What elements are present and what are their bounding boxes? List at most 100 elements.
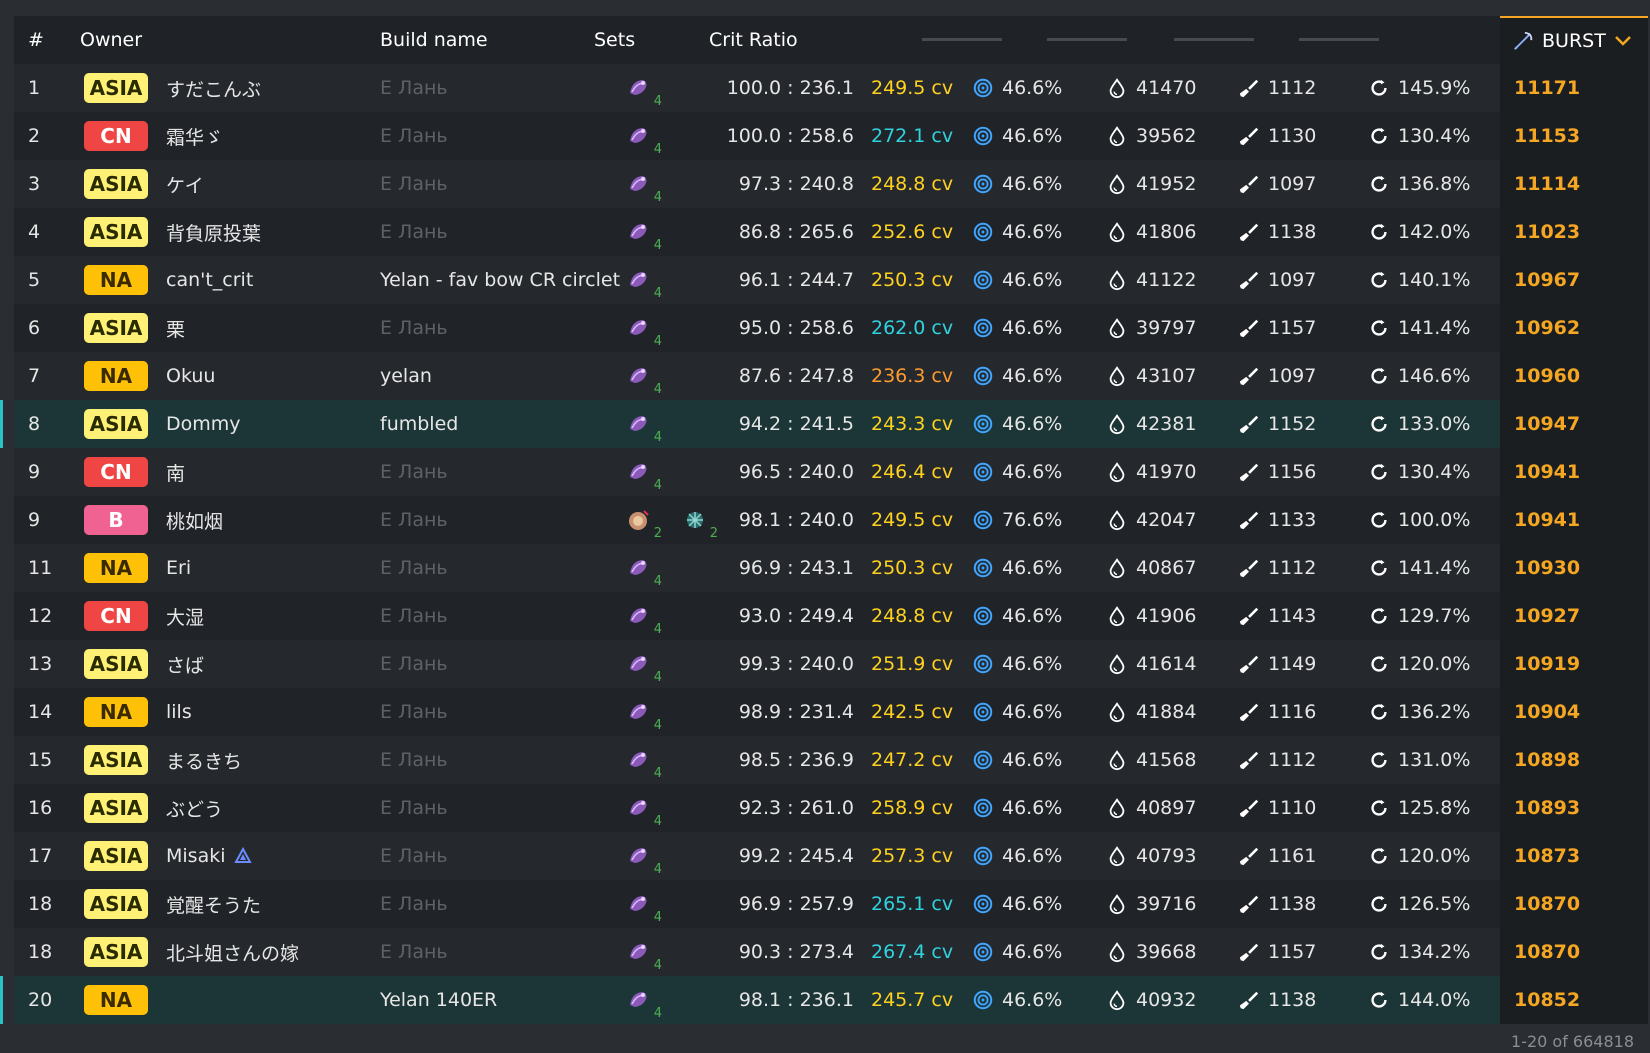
build-name[interactable]: Е Лань <box>380 557 448 579</box>
header-column-placeholder[interactable] <box>1299 38 1379 41</box>
artifact-set-icon[interactable]: 4 <box>626 603 662 637</box>
build-name[interactable]: Е Лань <box>380 941 448 963</box>
artifact-set-icon[interactable]: 4 <box>626 987 662 1021</box>
artifact-set-icon[interactable]: 2 <box>626 507 662 541</box>
artifact-set-icon[interactable]: 4 <box>626 459 662 493</box>
build-name[interactable]: Е Лань <box>380 749 448 771</box>
table-row[interactable]: 12 CN 大湿 Е Лань 4 93.0 : 249.4 248.8 cv 46.6% 41… <box>14 592 1648 640</box>
table-row[interactable]: 17 ASIA Misaki Е Лань 4 99.2 : 245.4 257.3 cv 4… <box>14 832 1648 880</box>
build-name[interactable]: Е Лань <box>380 893 448 915</box>
owner-name-cell[interactable]: Dommy <box>166 400 241 448</box>
owner-name-cell[interactable]: まるきち <box>166 736 242 784</box>
build-name[interactable]: Е Лань <box>380 461 448 483</box>
owner-name[interactable]: 南 <box>166 462 186 485</box>
build-name[interactable]: Е Лань <box>380 125 448 147</box>
build-name[interactable]: Е Лань <box>380 317 448 339</box>
owner-name-cell[interactable]: 北斗姐さんの嫁 <box>166 928 299 976</box>
owner-name-cell[interactable]: 霜华ゞ <box>166 112 223 160</box>
owner-name-cell[interactable]: 覚醒そうた <box>166 880 261 928</box>
table-row[interactable]: 9 CN 南 Е Лань 4 96.5 : 240.0 246.4 cv 46.6% 4197… <box>14 448 1648 496</box>
build-name[interactable]: Yelan - fav bow CR circlet <box>380 269 621 291</box>
burst-sort-header[interactable]: BURST <box>1500 16 1648 64</box>
artifact-set-icon[interactable]: 4 <box>626 939 662 973</box>
table-row[interactable]: 13 ASIA さば Е Лань 4 99.3 : 240.0 251.9 cv 46.6%… <box>14 640 1648 688</box>
owner-name[interactable]: 栗 <box>166 318 186 341</box>
owner-name[interactable]: さば <box>166 654 205 677</box>
owner-name-cell[interactable]: 栗 <box>166 304 185 352</box>
header-column-placeholder[interactable] <box>922 38 1002 41</box>
owner-name-cell[interactable]: lils <box>166 688 192 736</box>
build-name[interactable]: yelan <box>380 365 432 387</box>
table-row[interactable]: 14 NA lils Е Лань 4 98.9 : 231.4 242.5 cv 46.6%… <box>14 688 1648 736</box>
owner-name-cell[interactable]: Eri <box>166 544 191 592</box>
table-row[interactable]: 8 ASIA Dommy fumbled 4 94.2 : 241.5 243.3 cv 46… <box>0 400 1648 448</box>
build-name[interactable]: Е Лань <box>380 77 448 99</box>
artifact-set-icon[interactable]: 4 <box>626 699 662 733</box>
table-row[interactable]: 18 ASIA 覚醒そうた Е Лань 4 96.9 : 257.9 265.1 cv 46… <box>14 880 1648 928</box>
header-owner[interactable]: Owner <box>80 29 143 51</box>
build-name[interactable]: fumbled <box>380 413 459 435</box>
artifact-set-icon[interactable]: 4 <box>626 315 662 349</box>
owner-name-cell[interactable]: ぶどう <box>166 784 223 832</box>
artifact-set-icon[interactable]: 4 <box>626 75 662 109</box>
owner-name[interactable]: lils <box>166 701 192 723</box>
artifact-set-icon[interactable]: 4 <box>626 411 662 445</box>
artifact-set-icon[interactable]: 4 <box>626 843 662 877</box>
owner-name-cell[interactable]: 背負原投葉 <box>166 208 261 256</box>
artifact-set-icon[interactable]: 4 <box>626 747 662 781</box>
owner-name[interactable]: 霜华ゞ <box>166 126 224 149</box>
owner-name[interactable]: 大湿 <box>166 606 205 629</box>
owner-name[interactable]: Dommy <box>166 413 241 435</box>
table-row[interactable]: 6 ASIA 栗 Е Лань 4 95.0 : 258.6 262.0 cv 46.6% 39… <box>14 304 1648 352</box>
table-row[interactable]: 16 ASIA ぶどう Е Лань 4 92.3 : 261.0 258.9 cv 46.6… <box>14 784 1648 832</box>
owner-name[interactable]: can't_crit <box>166 269 254 291</box>
artifact-set-icon[interactable]: 4 <box>626 795 662 829</box>
build-name[interactable]: Е Лань <box>380 701 448 723</box>
owner-name[interactable]: 覚醒そうた <box>166 894 262 917</box>
build-name[interactable]: Е Лань <box>380 845 448 867</box>
build-name[interactable]: Yelan 140ER <box>380 989 498 1011</box>
table-row[interactable]: 3 ASIA ケイ Е Лань 4 97.3 : 240.8 248.8 cv 46.6% 4… <box>14 160 1648 208</box>
owner-name-cell[interactable]: さば <box>166 640 204 688</box>
artifact-set-icon[interactable]: 4 <box>626 267 662 301</box>
owner-name[interactable]: まるきち <box>166 750 243 773</box>
owner-name[interactable]: ケイ <box>166 174 204 197</box>
header-build-name[interactable]: Build name <box>380 29 488 51</box>
artifact-set-icon[interactable]: 4 <box>626 123 662 157</box>
owner-name[interactable]: 背負原投葉 <box>166 222 262 245</box>
owner-name[interactable]: 北斗姐さんの嫁 <box>166 942 300 965</box>
build-name[interactable]: Е Лань <box>380 221 448 243</box>
table-row[interactable]: 15 ASIA まるきち Е Лань 4 98.5 : 236.9 247.2 cv 46.… <box>14 736 1648 784</box>
header-crit-ratio[interactable]: Crit Ratio <box>709 29 798 51</box>
table-row[interactable]: 2 CN 霜华ゞ Е Лань 4 100.0 : 258.6 272.1 cv 46.6% 3… <box>14 112 1648 160</box>
owner-name-cell[interactable]: Misaki <box>166 832 252 880</box>
table-row[interactable]: 20 NA Yelan 140ER 4 98.1 : 236.1 245.7 cv 46.6… <box>0 976 1648 1024</box>
header-column-placeholder[interactable] <box>1174 38 1254 41</box>
table-row[interactable]: 7 NA Okuu yelan 4 87.6 : 247.8 236.3 cv 46.6% 43… <box>14 352 1648 400</box>
artifact-set-icon[interactable]: 4 <box>626 651 662 685</box>
owner-name-cell[interactable]: 南 <box>166 448 185 496</box>
owner-name[interactable]: Eri <box>166 557 192 579</box>
artifact-set-icon[interactable]: 4 <box>626 219 662 253</box>
build-name[interactable]: Е Лань <box>380 605 448 627</box>
header-rank[interactable]: # <box>28 29 44 51</box>
build-name[interactable]: Е Лань <box>380 509 448 531</box>
artifact-set-icon[interactable]: 4 <box>626 891 662 925</box>
build-name[interactable]: Е Лань <box>380 173 448 195</box>
owner-name-cell[interactable]: 桃如烟 <box>166 496 223 544</box>
owner-name-cell[interactable]: Okuu <box>166 352 215 400</box>
artifact-set-icon[interactable]: 4 <box>626 171 662 205</box>
table-row[interactable]: 11 NA Eri Е Лань 4 96.9 : 243.1 250.3 cv 46.6% 4… <box>14 544 1648 592</box>
owner-name[interactable]: 桃如烟 <box>166 510 224 533</box>
owner-name[interactable]: Misaki <box>166 845 226 867</box>
header-sets[interactable]: Sets <box>594 29 636 51</box>
owner-name-cell[interactable]: 大湿 <box>166 592 204 640</box>
build-name[interactable]: Е Лань <box>380 653 448 675</box>
owner-name-cell[interactable]: ケイ <box>166 160 204 208</box>
owner-name-cell[interactable]: can't_crit <box>166 256 253 304</box>
table-row[interactable]: 1 ASIA すだこんぶ Е Лань 4 100.0 : 236.1 249.5 cv 46… <box>14 64 1648 112</box>
table-row[interactable]: 4 ASIA 背負原投葉 Е Лань 4 86.8 : 265.6 252.6 cv 46.… <box>14 208 1648 256</box>
table-row[interactable]: 5 NA can't_crit Yelan - fav bow CR circlet 4… <box>14 256 1648 304</box>
build-name[interactable]: Е Лань <box>380 797 448 819</box>
owner-name-cell[interactable]: すだこんぶ <box>166 64 261 112</box>
